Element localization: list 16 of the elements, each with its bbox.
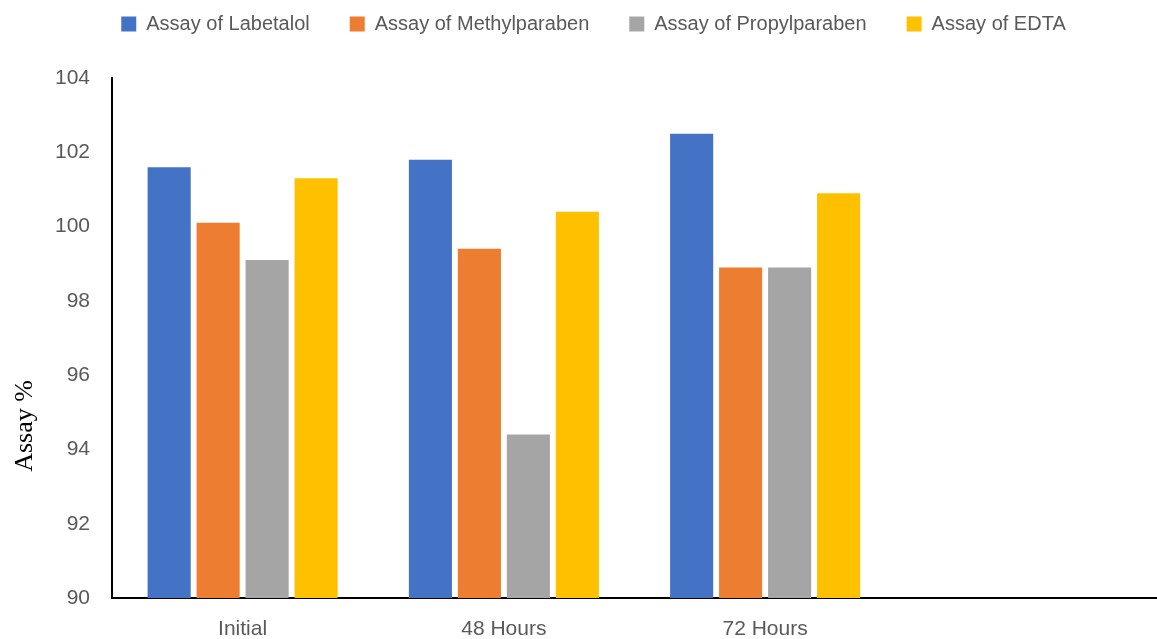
y-tick-label: 90 bbox=[66, 584, 90, 608]
y-axis-title: Assay % bbox=[8, 380, 38, 472]
y-tick-label: 98 bbox=[66, 287, 90, 311]
y-tick-label: 94 bbox=[66, 436, 91, 460]
legend-label: Assay of EDTA bbox=[931, 11, 1067, 34]
y-tick-label: 104 bbox=[54, 64, 91, 88]
x-tick-label: 72 Hours bbox=[722, 616, 808, 639]
legend-label: Assay of Methylparaben bbox=[374, 11, 590, 34]
y-tick-label: 96 bbox=[66, 361, 90, 385]
y-tick-label: 102 bbox=[54, 139, 90, 163]
x-tick-label: 48 Hours bbox=[461, 616, 547, 639]
x-tick-label: Initial bbox=[218, 616, 268, 639]
legend-label: Assay of Propylparaben bbox=[654, 11, 867, 34]
legend-label: Assay of Labetalol bbox=[146, 11, 310, 34]
y-tick-label: 100 bbox=[54, 213, 90, 237]
y-tick-label: 92 bbox=[66, 510, 90, 534]
